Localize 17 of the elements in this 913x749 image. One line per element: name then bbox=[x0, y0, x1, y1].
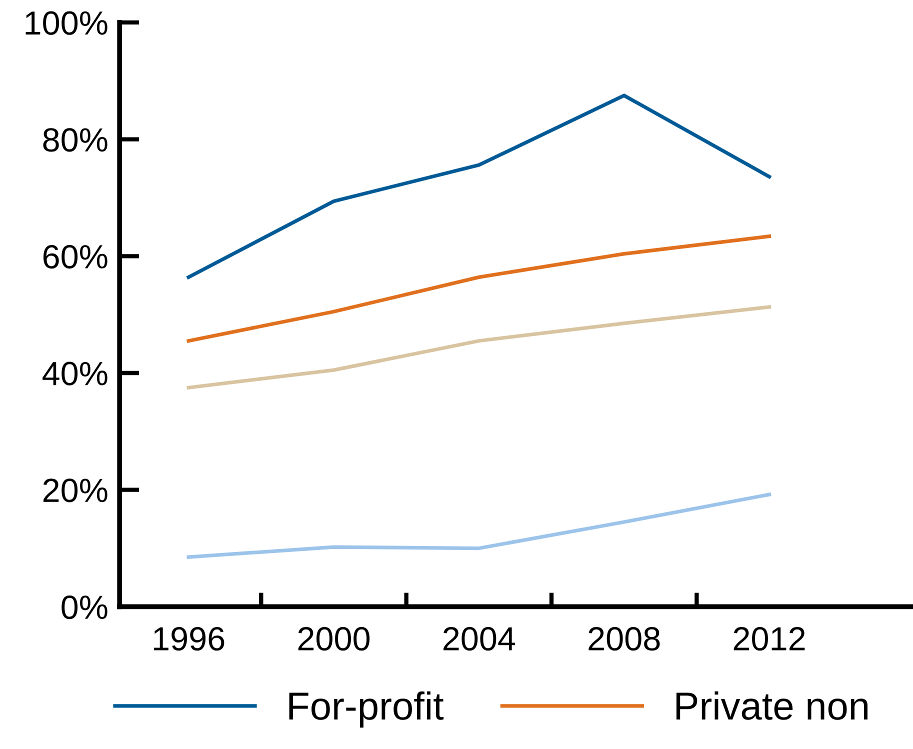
legend-label: For-profit bbox=[289, 691, 444, 728]
x-tick-label: 2004 bbox=[444, 627, 516, 651]
line-series bbox=[186, 234, 772, 343]
legend-label: Private non bbox=[676, 691, 868, 720]
line-series bbox=[186, 94, 772, 279]
line-series bbox=[186, 305, 772, 390]
y-tick-label: 60% bbox=[43, 244, 108, 269]
x-tick-label: 2000 bbox=[298, 627, 370, 651]
line-series bbox=[186, 492, 772, 559]
y-tick-label: 40% bbox=[42, 362, 108, 386]
x-tick-label: 2008 bbox=[588, 627, 660, 651]
y-tick-label: 0% bbox=[62, 595, 108, 620]
x-tick-label: 1996 bbox=[154, 627, 224, 651]
x-tick-label: 2012 bbox=[734, 627, 805, 651]
y-tick-label: 100% bbox=[26, 11, 108, 35]
y-tick-label: 80% bbox=[43, 128, 108, 152]
y-tick-label: 20% bbox=[43, 478, 108, 502]
